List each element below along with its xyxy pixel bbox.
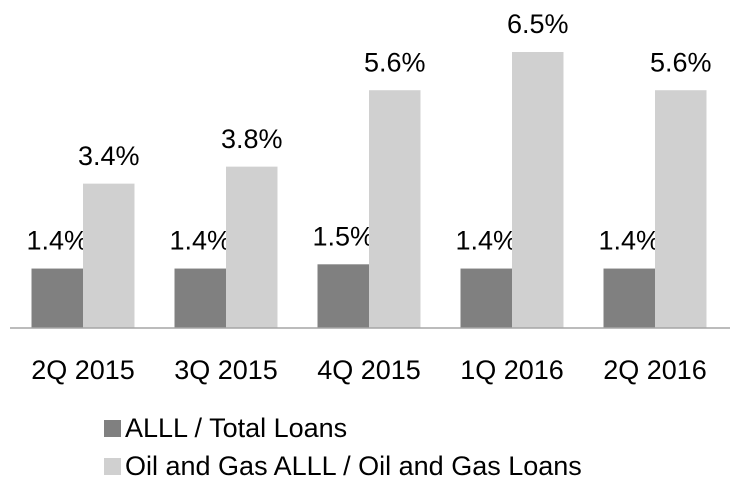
x-tick-label: 4Q 2015 [317,355,421,385]
bar [174,268,226,328]
bar [226,166,278,328]
bar [83,183,135,328]
legend-swatch [104,420,121,437]
x-tick-label: 3Q 2015 [174,355,278,385]
legend-label: ALLL / Total Loans [125,413,347,443]
bar [369,90,421,328]
bar [655,90,707,328]
data-label: 1.4% [598,226,660,256]
bar [512,52,564,328]
bar [31,268,83,328]
data-label: 3.4% [78,141,140,171]
data-label: 1.5% [312,221,374,251]
legend-label: Oil and Gas ALLL / Oil and Gas Loans [125,451,582,481]
data-label: 1.4% [169,226,231,256]
data-label: 1.4% [26,226,88,256]
x-tick-label: 2Q 2015 [31,355,135,385]
data-label: 1.4% [455,226,517,256]
data-label: 3.8% [221,124,283,154]
x-tick-label: 1Q 2016 [460,355,564,385]
legend-swatch [104,458,121,475]
data-label: 6.5% [507,9,569,39]
data-label: 5.6% [364,47,426,77]
bar [317,264,369,328]
data-label: 5.6% [650,47,712,77]
x-tick-label: 2Q 2016 [603,355,707,385]
bar [603,268,655,328]
bar [460,268,512,328]
